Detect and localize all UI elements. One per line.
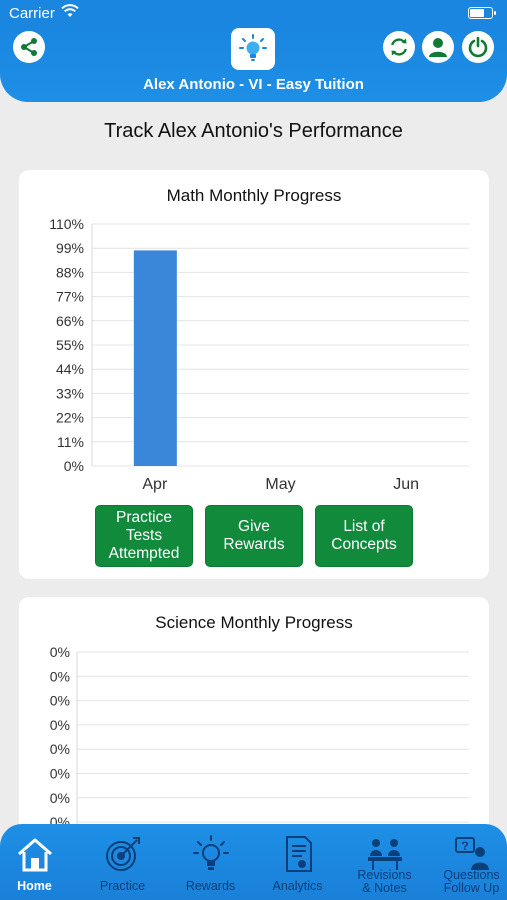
tab-questions-follow-up-label: Questions Follow Up — [443, 868, 500, 895]
bar-apr — [133, 250, 177, 466]
carrier-label: Carrier — [9, 5, 55, 22]
share-button[interactable] — [13, 31, 45, 63]
refresh-button[interactable] — [383, 31, 415, 63]
tab-rewards[interactable]: Rewards — [167, 824, 254, 900]
y-tick-label: 88% — [56, 264, 84, 280]
y-tick-label: 33% — [56, 385, 84, 401]
y-tick-label: 0% — [50, 766, 70, 782]
study-group-icon — [367, 839, 402, 870]
y-tick-label: 0% — [50, 790, 70, 806]
math-chart-title: Math Monthly Progress — [166, 186, 342, 205]
y-tick-label: 0% — [50, 693, 70, 709]
y-tick-label: 22% — [56, 410, 84, 426]
lightbulb-icon — [192, 835, 229, 870]
tab-home-label: Home — [17, 879, 52, 893]
wifi-icon — [61, 4, 79, 17]
give-rewards-button[interactable]: Give Rewards — [205, 505, 303, 567]
tab-revisions-notes[interactable]: Revisions & Notes — [341, 824, 428, 900]
logout-button[interactable] — [462, 31, 494, 63]
math-progress-card: Math Monthly Progress 0% 11% 22% 33% 44% 55% 6… — [19, 170, 489, 579]
home-icon — [17, 838, 52, 872]
bottom-tab-bar: Home Practice Rewards — [0, 824, 507, 900]
user-icon — [429, 38, 447, 57]
tab-practice[interactable]: Practice — [79, 824, 166, 900]
y-tick-label: 55% — [56, 337, 84, 353]
y-tick-label: 0% — [50, 644, 70, 660]
y-tick-label: 0% — [50, 668, 70, 684]
tab-practice-label: Practice — [99, 879, 146, 893]
list-of-concepts-button[interactable]: List of Concepts — [315, 505, 413, 567]
tab-home[interactable]: Home — [0, 824, 78, 900]
practice-tests-attempted-button[interactable]: Practice Tests Attempted — [95, 505, 193, 567]
svg-text:?: ? — [461, 839, 468, 853]
header-title: Alex Antonio - VI - Easy Tuition — [143, 76, 364, 93]
y-tick-label: 77% — [56, 289, 84, 305]
analytics-doc-icon — [285, 836, 312, 872]
battery-icon — [468, 7, 496, 19]
y-tick-label: 99% — [56, 240, 84, 256]
app-logo — [231, 28, 275, 70]
tab-revisions-notes-label: Revisions & Notes — [357, 868, 412, 895]
y-tick-label: 66% — [56, 313, 84, 329]
science-chart: 0%0%0%0%0%0%0%0% — [50, 644, 469, 857]
refresh-icon — [391, 38, 407, 56]
target-icon — [105, 837, 140, 871]
science-chart-title: Science Monthly Progress — [155, 613, 353, 632]
page-title: Track Alex Antonio's Performance — [104, 120, 403, 142]
lightbulb-logo-icon — [239, 34, 267, 61]
profile-button[interactable] — [422, 31, 454, 63]
app-header: Alex Antonio - VI - Easy Tuition — [0, 28, 507, 102]
share-icon — [21, 38, 37, 56]
y-tick-label: 0% — [50, 717, 70, 733]
question-icon: ? — [454, 837, 489, 870]
status-bar: Carrier — [0, 0, 507, 28]
x-tick-label: Apr — [142, 476, 168, 493]
tab-analytics-label: Analytics — [272, 879, 323, 893]
tab-questions-follow-up[interactable]: ? Questions Follow Up — [428, 824, 507, 900]
y-tick-label: 11% — [57, 434, 84, 450]
y-tick-label: 0% — [50, 741, 70, 757]
x-tick-label: May — [265, 476, 295, 493]
tab-rewards-label: Rewards — [185, 879, 236, 893]
y-tick-label: 44% — [56, 361, 84, 377]
y-tick-label: 110% — [49, 216, 84, 232]
science-progress-card: Science Monthly Progress 0% 0% 0% 0% 0% 0% 0% 0… — [19, 597, 489, 857]
y-tick-label: 0% — [64, 458, 84, 474]
power-icon — [468, 36, 488, 58]
math-chart: 0% 11% 22% 33% 44% 55% 66% 77% 88% 99% 110% Apr May J… — [49, 216, 469, 493]
tab-analytics[interactable]: Analytics — [254, 824, 341, 900]
x-tick-label: Jun — [393, 476, 419, 493]
